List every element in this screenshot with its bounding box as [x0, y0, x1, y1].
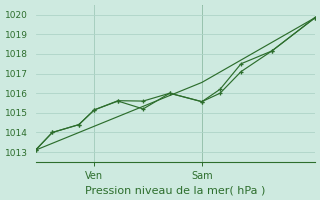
- X-axis label: Pression niveau de la mer( hPa ): Pression niveau de la mer( hPa ): [85, 185, 266, 195]
